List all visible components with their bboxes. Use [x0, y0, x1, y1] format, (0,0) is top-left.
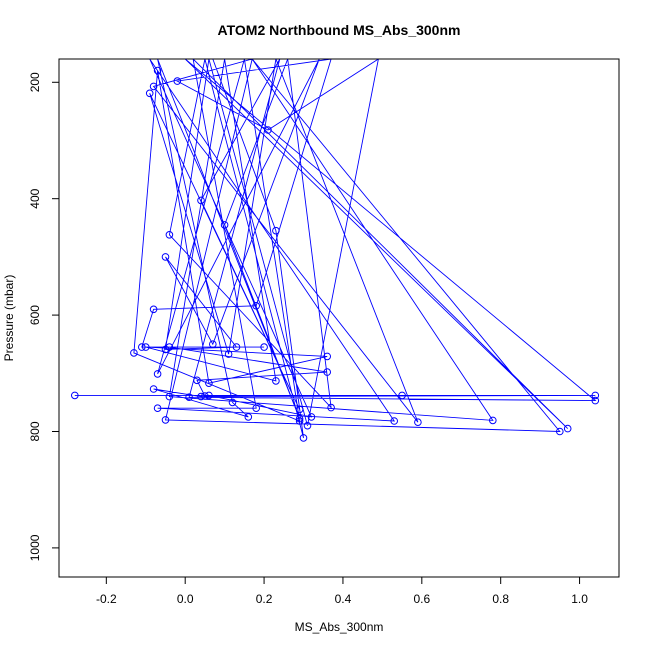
data-point — [161, 416, 170, 424]
data-point — [260, 343, 268, 351]
x-tick-label: 0.4 — [335, 592, 352, 606]
data-point — [272, 377, 280, 385]
data-point — [327, 403, 335, 412]
x-tick-label: 0.2 — [256, 592, 273, 606]
data-point — [390, 417, 399, 425]
data-point — [145, 89, 154, 98]
data-point — [153, 404, 162, 413]
data-point — [220, 221, 229, 229]
data-point — [149, 82, 158, 91]
data-point — [591, 396, 600, 405]
data-point — [232, 343, 241, 351]
data-point — [197, 196, 205, 205]
data-point — [153, 370, 162, 378]
data-point — [563, 424, 572, 433]
data-point — [209, 340, 217, 349]
data-point — [303, 421, 312, 430]
chart-title: ATOM2 Northbound MS_Abs_300nm — [218, 22, 461, 38]
data-point — [161, 345, 170, 354]
data-point — [205, 379, 213, 388]
data-point — [307, 413, 316, 421]
y-tick-label: 1000 — [28, 534, 42, 561]
data-point — [252, 404, 261, 413]
data-point — [264, 126, 272, 134]
data-point — [299, 434, 308, 442]
data-point — [165, 343, 174, 351]
data-point — [323, 368, 332, 376]
data-point — [295, 414, 304, 423]
y-axis: 200 400 600 800 1000 — [28, 72, 60, 561]
data-point — [161, 253, 170, 261]
data-point — [244, 413, 253, 421]
data-point — [197, 392, 205, 401]
data-point — [295, 405, 304, 414]
data-point — [205, 391, 213, 400]
data-point — [295, 417, 304, 425]
data-point — [398, 391, 406, 400]
plot-frame — [58, 58, 620, 578]
data-point — [201, 392, 209, 400]
series-line — [74, 59, 597, 439]
y-tick-label: 600 — [28, 305, 42, 325]
y-tick-label: 800 — [28, 421, 42, 441]
y-tick-label: 200 — [28, 72, 42, 92]
x-axis: -0.2 0.0 0.2 0.4 0.6 0.8 1.0 — [96, 576, 588, 606]
y-tick-label: 400 — [28, 188, 42, 208]
x-tick-label: 0.0 — [177, 592, 194, 606]
x-axis-label: MS_Abs_300nm — [295, 620, 384, 634]
data-point — [173, 77, 182, 85]
data-point — [138, 343, 146, 351]
data-point — [556, 427, 564, 436]
data-point — [149, 385, 158, 393]
data-point — [323, 352, 332, 361]
data-point — [153, 66, 162, 75]
x-tick-label: 0.8 — [492, 592, 509, 606]
data-point — [224, 350, 233, 358]
data-point — [165, 392, 174, 401]
x-tick-label: 0.6 — [413, 592, 430, 606]
x-tick-label: 1.0 — [571, 592, 588, 606]
data-point — [149, 305, 158, 314]
plot-area — [71, 59, 600, 442]
data-point — [185, 393, 193, 402]
data-point — [142, 343, 150, 351]
data-point — [193, 376, 201, 385]
data-point — [130, 349, 138, 357]
data-point — [272, 226, 280, 235]
data-point — [165, 231, 174, 239]
data-point — [414, 418, 422, 427]
x-tick-label: -0.2 — [96, 592, 117, 606]
data-point — [252, 302, 261, 310]
data-point — [228, 398, 237, 407]
data-point — [489, 416, 497, 425]
y-axis-label: Pressure (mbar) — [2, 275, 16, 362]
data-point — [591, 391, 600, 400]
data-point — [71, 391, 79, 400]
